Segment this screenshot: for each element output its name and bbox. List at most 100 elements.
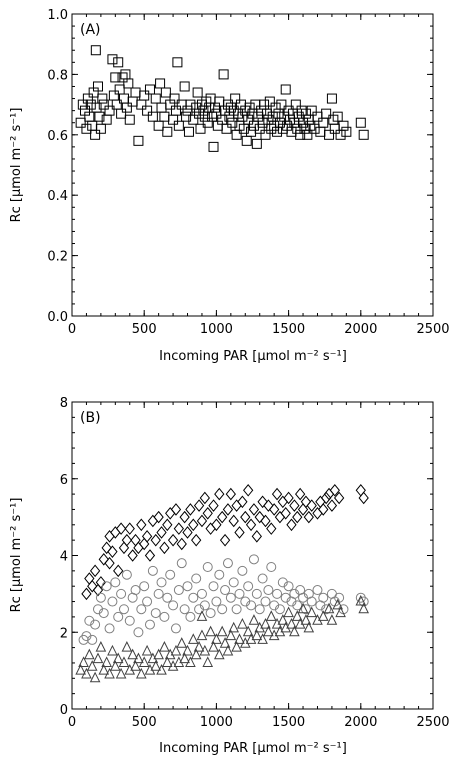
panel-label-a: (A) [80,22,101,38]
triangle-data-point [335,606,346,618]
circle-data-point [118,604,129,615]
triangle-data-point [326,614,338,625]
square-data-point [85,99,96,110]
y-axis-label-b: Rc [μmol m⁻² s⁻¹] [9,498,24,613]
square-data-point [136,99,147,110]
diamond-data-point [107,545,118,558]
plot-frame-a [71,13,434,317]
triangle-data-point [173,656,185,667]
y-tick-label-a: 0.0 [47,310,68,325]
circle-data-point [298,592,309,603]
triangle-data-point [199,644,211,656]
x-tick-label-a: 2000 [344,322,377,337]
x-tick-label-b: 1500 [272,715,305,730]
circle-data-point [248,554,259,565]
triangle-data-point [98,664,110,675]
triangle-data-point [110,660,121,671]
triangle-data-point [265,610,277,621]
circle-data-point [306,596,317,607]
diamond-data-point [159,541,170,555]
circle-data-point [113,611,124,622]
triangle-data-point [81,667,92,679]
square-data-point [94,111,105,122]
diamond-data-point [144,549,156,562]
square-data-point [92,81,103,92]
square-data-point [150,93,161,104]
circle-data-point [116,588,127,599]
triangle-data-point [257,633,268,644]
square-data-point [254,123,265,134]
circle-data-point [142,596,153,607]
square-data-point [306,105,317,116]
square-data-point [300,108,311,119]
triangle-data-point [271,617,283,629]
circle-data-point [318,592,329,603]
square-data-point [266,123,277,134]
diamond-data-point [150,533,161,547]
diamond-data-point [121,533,133,547]
circle-data-point [107,596,118,607]
y-tick-label-b: 6 [60,473,68,488]
triangle-data-point [176,637,188,648]
diamond-data-point [179,510,190,524]
circle-data-point [81,631,92,642]
circle-data-point [240,596,251,607]
circle-data-point [231,604,242,615]
diamond-data-point [205,522,216,535]
square-data-point [168,114,179,125]
triangle-data-point [153,648,164,660]
square-data-point [188,114,199,125]
circle-data-point [98,608,109,619]
diamond-data-point [95,576,107,589]
diamond-data-point [312,506,323,520]
square-data-point [90,45,101,56]
square-data-point [332,111,343,122]
diamond-data-point [286,518,297,532]
square-data-point [227,117,238,128]
circle-data-point [87,634,98,645]
x-tick-label-a: 2500 [416,322,449,337]
triangle-data-point [251,629,263,641]
square-data-point [123,78,134,89]
x-tick-label-b: 2000 [344,715,377,730]
y-axis-label-a: Rc [μmol m⁻² s⁻¹] [9,108,24,223]
triangle-data-point [89,671,101,683]
circle-data-point [170,623,181,634]
triangle-data-point [332,598,344,610]
square-data-point [144,84,155,95]
triangle-data-point [78,656,89,667]
diamond-data-point [260,514,271,528]
square-data-point [321,108,332,119]
diamond-data-point [228,514,239,528]
triangle-data-point [303,621,315,633]
circle-data-point [269,600,280,611]
triangle-data-point [121,640,133,652]
y-tick-label-b: 8 [60,396,68,411]
square-data-point [280,84,291,95]
circle-data-point [185,611,196,622]
circle-data-point [191,573,202,584]
circle-data-point [358,596,369,607]
square-data-point [222,99,233,110]
triangle-data-point [239,637,251,648]
diamond-data-point [323,487,335,501]
square-data-point [195,123,206,134]
x-tick-label-b: 2500 [416,715,449,730]
triangle-data-point [124,664,136,675]
circle-data-point [251,588,262,599]
triangle-data-point [208,640,219,652]
diamond-data-point [113,564,124,578]
triangle-data-point [127,648,138,660]
diamond-data-point [118,541,130,555]
diamond-data-point [318,503,329,516]
square-data-point [191,102,202,113]
diamond-data-point [300,495,312,509]
square-data-point [250,99,261,110]
square-data-point [237,111,248,122]
diamond-data-point [243,483,254,497]
diamond-data-point [245,518,257,532]
circle-data-point [243,581,254,592]
square-data-point [290,99,301,110]
square-data-point [230,93,241,104]
square-data-point [185,99,196,110]
